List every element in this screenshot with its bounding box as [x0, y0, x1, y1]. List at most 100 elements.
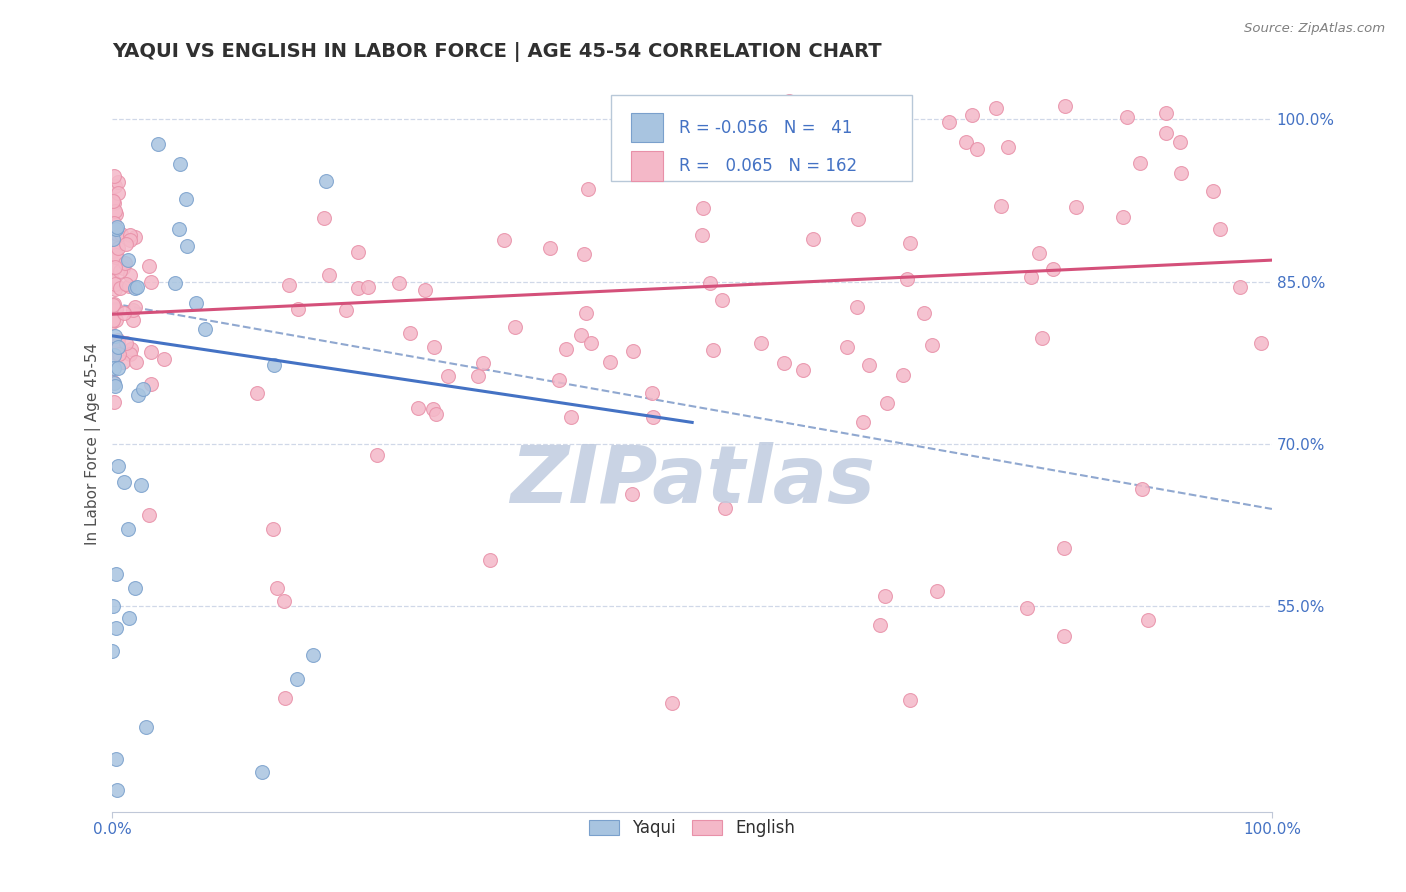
Point: [1202, 184, 1225, 198]
Point: [107, 340, 129, 354]
Point: [103, 262, 125, 277]
Point: [357, 279, 380, 293]
Point: [101, 194, 124, 208]
Point: [114, 256, 136, 270]
Point: [105, 219, 128, 234]
Point: [108, 281, 131, 295]
Point: [997, 140, 1019, 154]
Point: [112, 261, 135, 276]
Point: [107, 459, 129, 474]
Point: [108, 263, 131, 277]
Point: [105, 302, 128, 317]
Point: [165, 276, 187, 290]
FancyBboxPatch shape: [631, 151, 664, 180]
Point: [101, 376, 124, 390]
Point: [437, 369, 460, 384]
Point: [127, 280, 149, 294]
Point: [129, 477, 152, 491]
Point: [124, 281, 146, 295]
Point: [837, 340, 859, 354]
Point: [896, 272, 918, 286]
Point: [103, 296, 125, 310]
Point: [898, 692, 921, 706]
Point: [174, 192, 197, 206]
Point: [274, 690, 297, 705]
Point: [494, 234, 516, 248]
Point: [621, 343, 644, 358]
Point: [263, 358, 285, 372]
Point: [120, 347, 142, 361]
Point: [114, 335, 136, 350]
Point: [599, 355, 621, 369]
Point: [104, 752, 127, 766]
Point: [1112, 210, 1135, 224]
Point: [194, 321, 217, 335]
Point: [117, 522, 139, 536]
Point: [114, 277, 136, 291]
Point: [105, 313, 128, 327]
Point: [503, 320, 526, 334]
Point: [869, 618, 891, 632]
Point: [146, 136, 169, 151]
Point: [1053, 629, 1076, 643]
Point: [1028, 245, 1050, 260]
Point: [107, 186, 129, 201]
Point: [139, 344, 162, 359]
Point: [838, 160, 860, 174]
Point: [1115, 110, 1137, 124]
Point: [576, 181, 599, 195]
Point: [318, 268, 340, 283]
Point: [124, 229, 146, 244]
Point: [838, 121, 860, 136]
Point: [103, 196, 125, 211]
Point: [1053, 541, 1076, 555]
Point: [107, 360, 129, 375]
Point: [103, 169, 125, 183]
Point: [710, 293, 733, 308]
Point: [111, 355, 134, 369]
Point: [641, 410, 664, 425]
Point: [104, 346, 127, 360]
Point: [873, 590, 896, 604]
Point: [315, 174, 337, 188]
Point: [112, 306, 135, 320]
Point: [121, 303, 143, 318]
Point: [301, 648, 323, 662]
Point: [641, 385, 664, 400]
Point: [103, 216, 125, 230]
Point: [938, 115, 960, 129]
Point: [118, 228, 141, 243]
Point: [132, 383, 155, 397]
Point: [966, 142, 988, 156]
Point: [103, 376, 125, 390]
Point: [749, 336, 772, 351]
Point: [262, 522, 284, 536]
Point: [846, 211, 869, 226]
Point: [107, 175, 129, 189]
Point: [955, 135, 977, 149]
Point: [572, 246, 595, 260]
Point: [422, 401, 444, 416]
Point: [122, 313, 145, 327]
Point: [801, 232, 824, 246]
Point: [107, 333, 129, 347]
Point: [101, 232, 124, 246]
Point: [169, 157, 191, 171]
Point: [621, 487, 644, 501]
Point: [107, 337, 129, 351]
Point: [105, 783, 128, 797]
Point: [153, 351, 176, 366]
Point: [692, 201, 714, 215]
FancyBboxPatch shape: [631, 113, 664, 143]
Point: [103, 360, 125, 375]
Point: [927, 583, 949, 598]
Point: [1019, 270, 1042, 285]
Point: [110, 227, 132, 242]
Point: [425, 407, 447, 421]
Point: [1209, 222, 1232, 236]
Point: [104, 329, 127, 343]
Point: [103, 348, 125, 362]
Point: [139, 275, 162, 289]
Point: [104, 250, 127, 264]
Point: [104, 204, 127, 219]
